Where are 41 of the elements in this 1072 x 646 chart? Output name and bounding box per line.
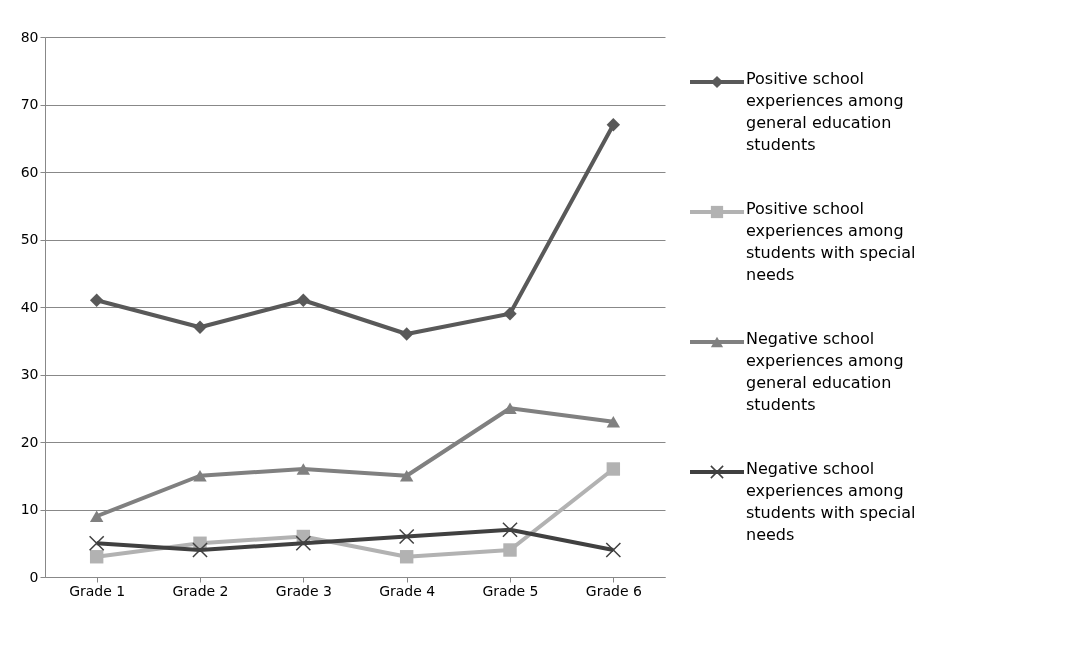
legend-label: Negative school experiences among students with special needs (746, 459, 916, 544)
point (399, 327, 414, 341)
y-tick-label: 0 (29, 568, 39, 585)
point (193, 469, 207, 482)
point (399, 469, 414, 482)
point (89, 293, 104, 307)
point (503, 307, 517, 321)
point (502, 521, 518, 538)
x-tick-label: Grade 1 (69, 582, 126, 599)
legend-label: Negative school experiences among general education students (746, 329, 904, 414)
x-tick-label: Grade 5 (482, 582, 539, 599)
y-tick-label: 70 (20, 96, 39, 112)
point (296, 463, 311, 475)
point (192, 542, 208, 558)
x-tick-label: Grade 3 (275, 582, 332, 599)
legend-label: Positive school experiences among general education students (746, 69, 904, 154)
y-tick-label: 60 (20, 163, 39, 180)
x-tick-label: Grade 6 (585, 582, 642, 599)
point (88, 535, 105, 552)
point (89, 510, 104, 523)
y-tick-label: 40 (20, 298, 39, 315)
y-tick-label: 30 (20, 366, 39, 382)
x-tick-label: Grade 2 (172, 582, 229, 599)
point (606, 118, 621, 132)
point (295, 535, 312, 552)
point (296, 293, 311, 307)
point (606, 415, 621, 428)
y-tick-label: 10 (20, 501, 39, 517)
point (503, 543, 517, 557)
point (605, 542, 622, 558)
legend-label: Positive school experiences among students with special needs (746, 199, 916, 284)
y-tick-label: 50 (20, 231, 39, 247)
point (606, 462, 621, 476)
point (89, 550, 104, 564)
point (398, 528, 415, 545)
y-tick-label: 80 (20, 28, 39, 45)
point (503, 402, 517, 415)
point (399, 550, 414, 564)
point (193, 320, 207, 334)
y-tick-label: 20 (20, 433, 39, 450)
x-tick-label: Grade 4 (379, 582, 436, 599)
